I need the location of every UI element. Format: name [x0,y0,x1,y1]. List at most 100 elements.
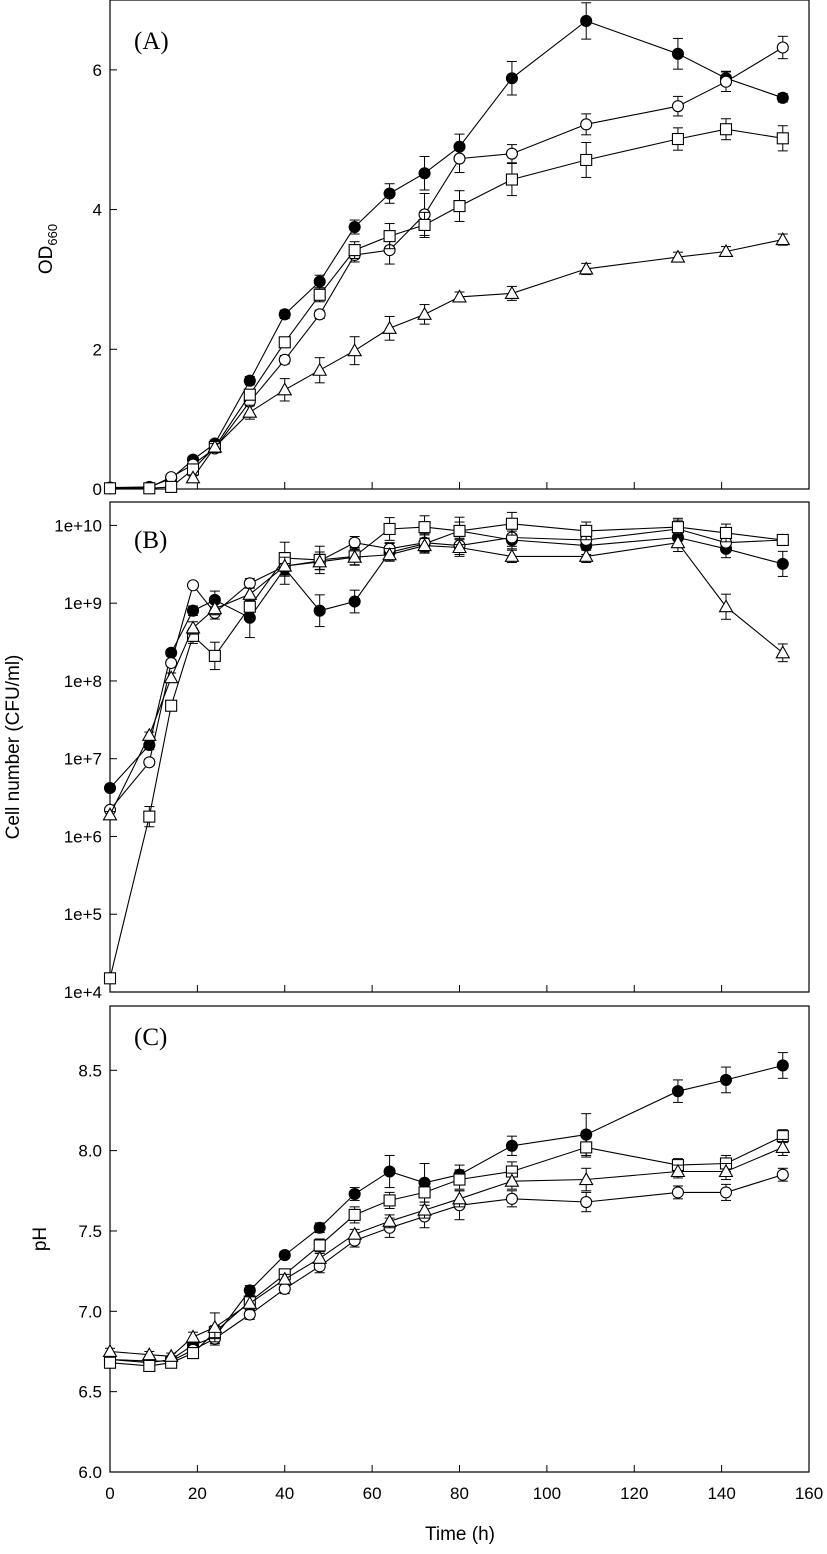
data-point [719,75,733,88]
data-point [418,218,431,231]
data-point [243,1284,256,1297]
data-point [383,1165,396,1178]
panel-c: (C) pH Time (h) 0 20 40 60 80 100 120 140 160 6.0… [30,1005,823,1545]
data-point [143,1359,156,1372]
data-point [347,1226,363,1240]
panel-b-ytick-label: 1e+7 [64,750,102,769]
data-point [776,91,789,104]
panel-c-xtick-label: 60 [363,1484,382,1503]
data-point [313,275,326,288]
data-point [165,480,178,493]
panel-c-series [102,1052,791,1372]
panel-c-ytick-label: 8.5 [78,1061,102,1080]
panel-c-ytick-label: 7.0 [78,1302,102,1321]
panel-c-ticks: 0 20 40 60 80 100 120 140 160 6.0 6.5 7.0 7.5 8.0 8.5 [78,1061,823,1503]
data-point [382,320,398,334]
data-point [383,1194,396,1207]
panel-a-series-line [109,47,784,489]
data-point [418,1186,431,1199]
panel-b-series-line [109,523,783,979]
data-point [242,1295,258,1309]
data-point [578,1171,594,1186]
panel-a-series-filled-circle [103,2,789,494]
data-point [277,558,293,572]
panel-c-frame [109,1005,810,1473]
data-point [243,600,256,613]
data-point [347,549,363,563]
data-point [578,548,594,562]
data-point [185,620,201,634]
data-point [243,374,256,387]
data-point [775,1139,791,1153]
panel-b-ylabel: Cell number (CFU/ml) [3,655,24,840]
data-point [453,524,466,537]
panel-c-label: (C) [134,1024,167,1051]
panel-c-series-line [109,1146,784,1357]
panel-c-xtick-label: 100 [533,1484,561,1503]
panel-c-ylabel: pH [30,1227,51,1251]
data-point [776,132,789,145]
panel-b-ticks: 1e+4 1e+5 1e+6 1e+7 1e+8 1e+9 1e+10 [54,516,810,1002]
data-point [776,1168,789,1181]
data-point [776,533,789,547]
data-point [505,1139,518,1152]
data-point [580,118,593,131]
panel-c-ytick-label: 7.5 [78,1222,102,1241]
data-point [671,47,684,60]
panel-c-xtick-label: 120 [620,1484,648,1503]
data-point [383,187,396,200]
data-point [453,200,466,213]
data-point [103,1356,117,1369]
data-point [348,1208,361,1221]
panel-a-ytick-label: 2 [93,340,102,359]
data-point [504,1173,520,1187]
data-point [348,595,361,608]
data-point [670,535,686,549]
data-point [580,1195,593,1209]
data-point [719,123,733,136]
panel-a-series-open-square [103,118,789,495]
panel-c-ytick-label: 8.0 [78,1142,102,1161]
panel-b-ytick-label: 1e+8 [64,672,102,691]
data-point [452,1191,467,1205]
panel-a-series-line [109,20,783,489]
panel-c-xtick-label: 20 [188,1484,207,1503]
data-point [185,1329,201,1343]
panel-b-series-line [109,542,784,816]
data-point [453,1173,466,1186]
data-point [505,1192,518,1205]
panel-a-label: (A) [134,28,169,55]
data-point [504,285,520,299]
data-point [383,522,396,536]
panel-c-xtick-label: 40 [275,1484,294,1503]
data-point [453,152,466,165]
data-point [143,810,156,823]
data-point [348,1187,361,1201]
data-point [312,554,328,568]
data-point [313,288,326,301]
panel-b-series-open-circle [103,519,789,816]
data-point [348,536,361,549]
data-point [505,173,518,186]
data-point [313,1221,326,1234]
data-point [776,1059,789,1072]
panel-a-ylabel: OD660 [36,224,60,274]
data-point [348,220,361,234]
data-point [718,1163,734,1178]
panel-a-series-open-triangle [185,231,791,484]
data-point [163,1348,179,1362]
panel-c-xtick-label: 160 [795,1484,823,1503]
panel-a-series-line [110,128,783,489]
data-point [382,1213,398,1227]
panel-b-ytick-label: 1e+5 [64,905,102,924]
data-point [417,1202,432,1216]
data-point [775,645,791,659]
data-point [278,308,291,321]
panel-b: (B) Cell number (CFU/ml) 1e+41e+51e+61e+… [3,501,810,1002]
panel-a-series-line [192,239,783,479]
data-point [186,1347,200,1360]
data-point [165,699,178,712]
data-point [417,537,432,552]
data-point [278,336,291,349]
